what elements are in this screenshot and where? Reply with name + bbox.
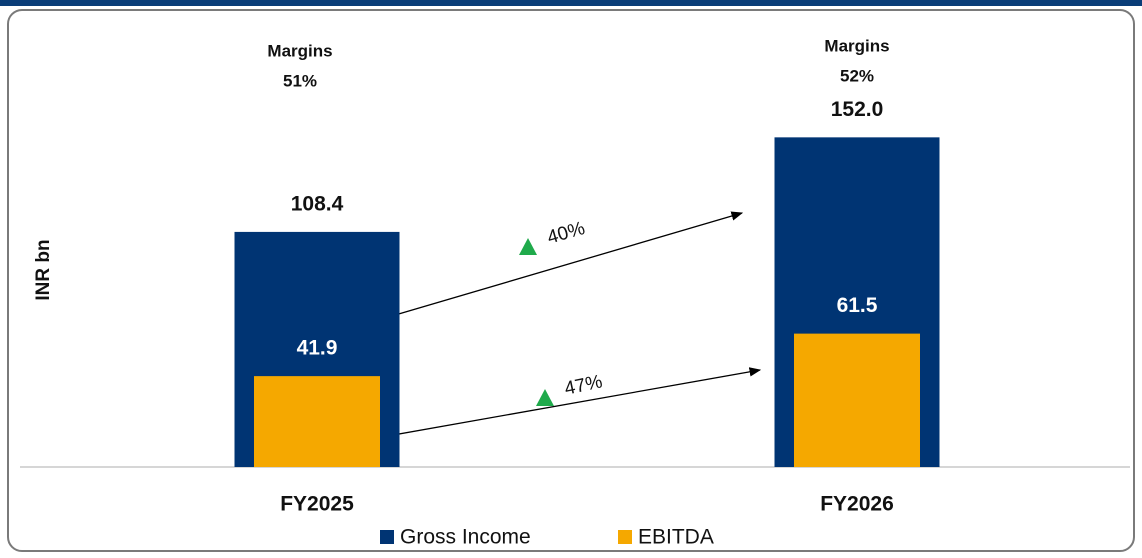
- legend-label: EBITDA: [638, 526, 714, 549]
- legend-swatch: [380, 530, 394, 544]
- value-label: 152.0: [831, 98, 884, 121]
- legend-swatch: [618, 530, 632, 544]
- x-tick-label: FY2026: [820, 493, 894, 516]
- margin-value: 51%: [283, 71, 317, 90]
- top-strip: [0, 0, 1142, 6]
- bar: [794, 333, 920, 467]
- value-label: 61.5: [837, 294, 878, 317]
- y-axis-label: INR bn: [33, 239, 54, 300]
- x-tick-label: FY2025: [280, 493, 354, 516]
- margin-label: Margins: [267, 41, 332, 60]
- value-label: 108.4: [291, 192, 344, 215]
- value-label: 41.9: [297, 337, 338, 360]
- frame: [7, 9, 1135, 552]
- legend-label: Gross Income: [400, 526, 531, 549]
- growth-arrow: [384, 211, 744, 319]
- margin-value: 52%: [840, 66, 874, 85]
- growth-triangle: [536, 389, 554, 406]
- growth-arrow: [364, 367, 762, 441]
- growth-triangle: [519, 238, 537, 255]
- bar: [254, 376, 380, 467]
- margin-label: Margins: [824, 36, 889, 55]
